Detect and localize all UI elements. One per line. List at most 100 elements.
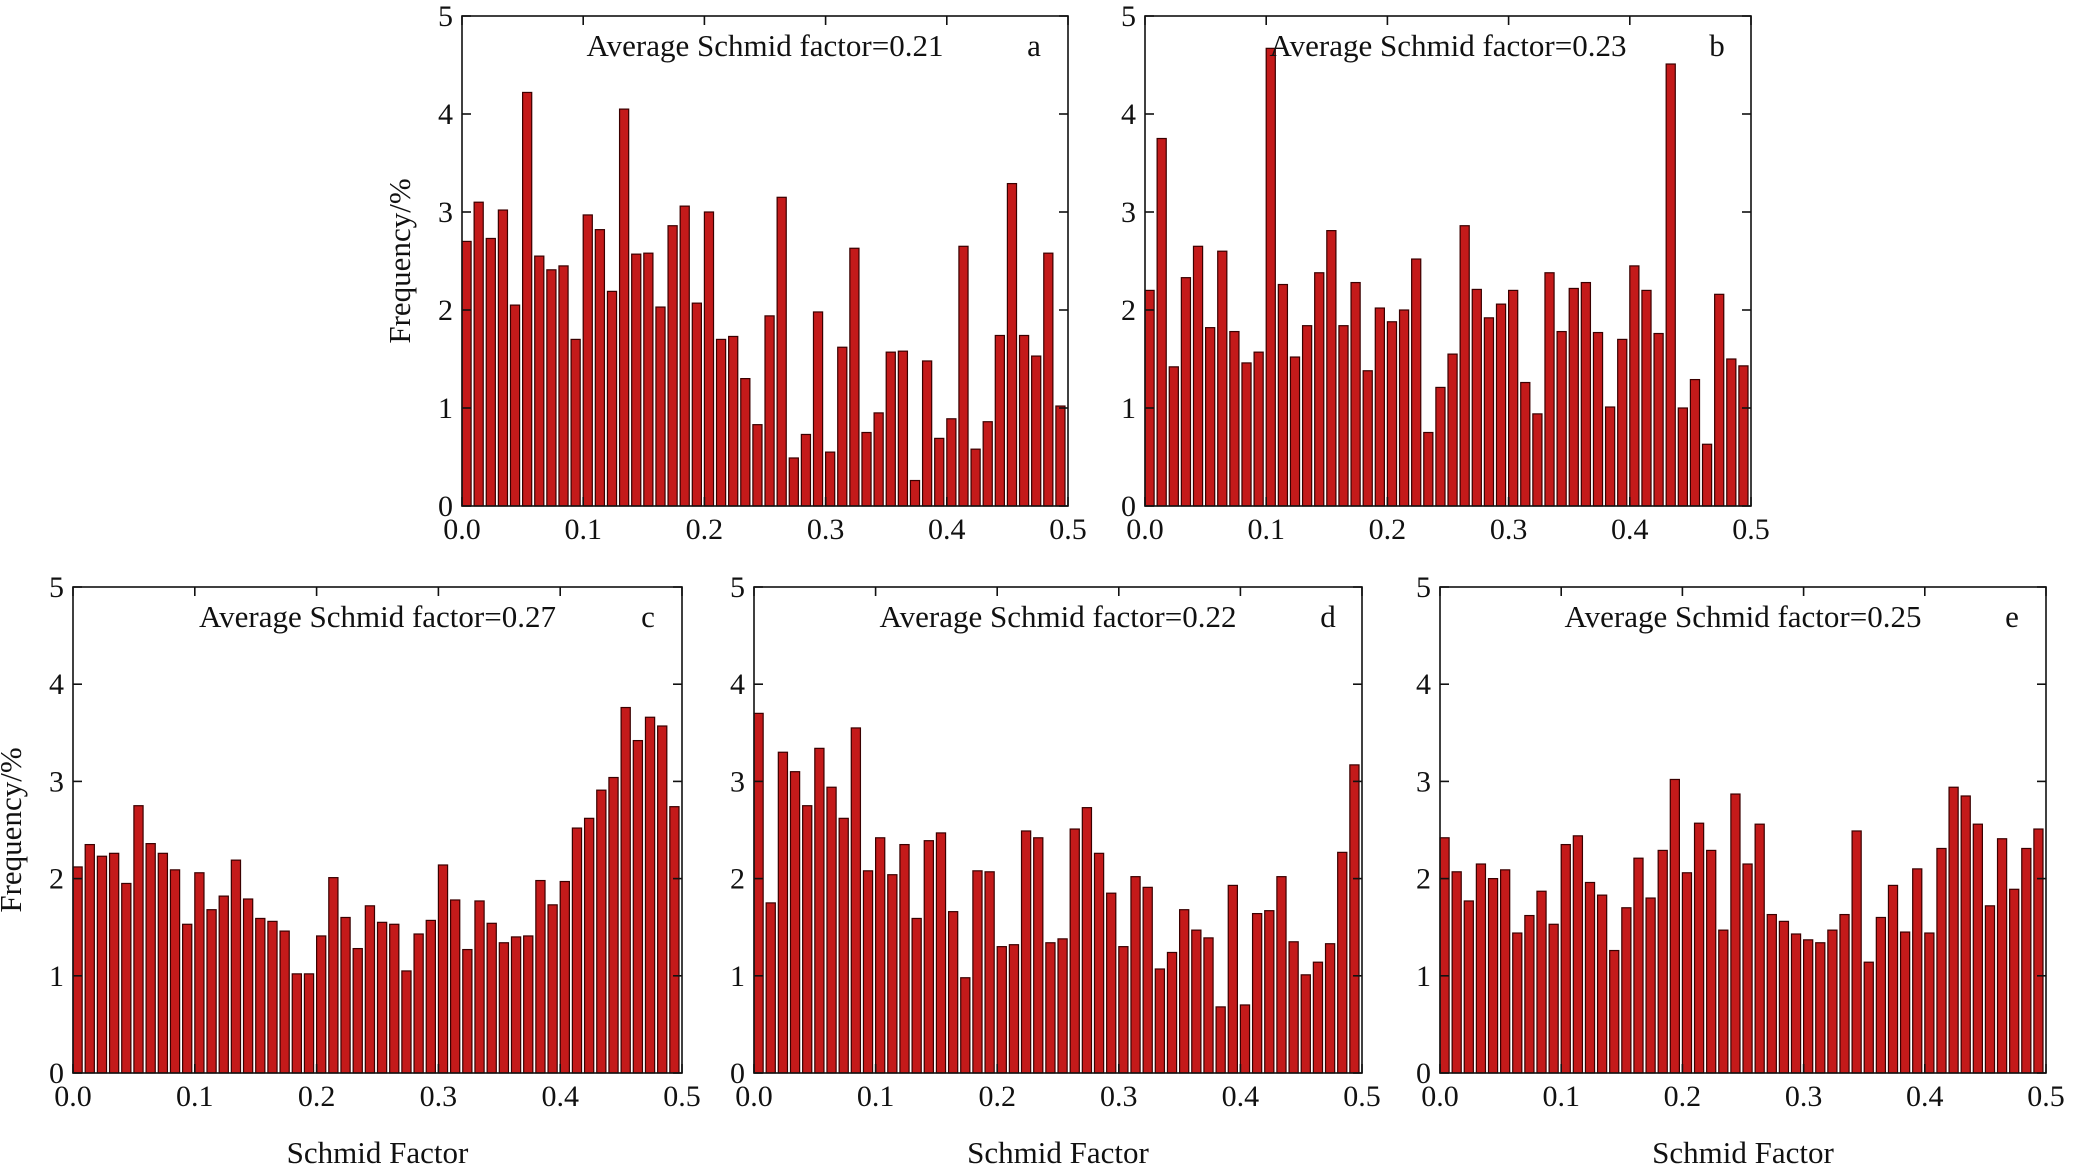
bar — [632, 739, 644, 1074]
bar — [946, 418, 957, 507]
bar — [1447, 353, 1458, 507]
bar — [1617, 338, 1628, 507]
bar — [1802, 939, 1814, 1074]
bar — [1544, 272, 1555, 507]
bar — [2033, 828, 2044, 1074]
bar — [316, 935, 327, 1074]
bar — [1621, 907, 1632, 1074]
bar — [1754, 823, 1765, 1074]
bar — [230, 859, 242, 1074]
bar — [1548, 923, 1559, 1074]
bar — [1924, 932, 1935, 1074]
bar — [583, 817, 595, 1074]
y-tick-label: 0 — [49, 1057, 64, 1090]
bar — [1350, 281, 1361, 507]
x-tick-label: 0.4 — [541, 1080, 579, 1113]
bar — [1532, 413, 1543, 507]
bar — [242, 898, 254, 1074]
bar — [474, 900, 485, 1074]
bar — [534, 255, 545, 507]
bar — [1093, 852, 1105, 1074]
x-tick-label: 0.2 — [1369, 513, 1407, 546]
x-tick-label: 0.4 — [1906, 1080, 1944, 1113]
bar — [1512, 932, 1523, 1074]
bar — [897, 350, 909, 507]
plot-frame — [1144, 15, 1752, 507]
bar — [218, 895, 229, 1074]
bar — [1166, 951, 1178, 1074]
y-tick-label: 1 — [1121, 392, 1136, 425]
bar — [521, 91, 533, 507]
bar — [1665, 63, 1676, 507]
y-tick-label: 1 — [730, 960, 745, 993]
annotation-text: Average Schmid factor=0.22 — [880, 599, 1237, 634]
bar — [364, 905, 376, 1074]
bar — [862, 870, 874, 1074]
bar — [923, 840, 934, 1074]
bar — [376, 921, 388, 1074]
bar — [1106, 892, 1117, 1074]
chart-panel-b: 0.0 0.1 0.2 0.3 0.4 0.5 0 1 2 3 4 5 Average Schmid f… — [1121, 0, 1770, 546]
y-tick-label: 3 — [1121, 196, 1136, 229]
bar — [1178, 909, 1190, 1074]
bar — [1423, 431, 1434, 507]
bar — [764, 315, 775, 507]
x-tick-label: 0.4 — [928, 513, 966, 546]
x-tick-label: 0.0 — [735, 1080, 773, 1113]
bar — [547, 904, 558, 1074]
x-axis-label: Schmid Factor — [1652, 1135, 1834, 1170]
x-tick-label: 0.0 — [1421, 1080, 1459, 1113]
bar — [1276, 876, 1287, 1074]
bar — [1362, 370, 1373, 507]
plot-frame — [461, 15, 1069, 507]
bar — [1592, 331, 1604, 507]
bar — [1459, 225, 1470, 507]
bar — [169, 869, 181, 1074]
bar — [850, 727, 862, 1074]
bar — [1641, 289, 1652, 507]
bar — [1191, 929, 1202, 1074]
y-tick-label: 0 — [1121, 490, 1136, 523]
bar — [1463, 900, 1474, 1074]
bar — [1572, 835, 1584, 1074]
bar — [1118, 946, 1129, 1074]
bar — [1192, 245, 1204, 507]
x-tick-label: 0.2 — [978, 1080, 1016, 1113]
bar — [1057, 938, 1068, 1074]
bar — [1326, 230, 1337, 507]
y-tick-label: 0 — [1416, 1057, 1431, 1090]
bar — [873, 412, 884, 507]
bar — [1324, 943, 1336, 1074]
bar — [1560, 843, 1571, 1074]
bar — [1677, 407, 1689, 507]
bar — [703, 211, 715, 507]
y-tick-label: 4 — [730, 668, 745, 701]
bar — [413, 933, 424, 1074]
y-tick-label: 3 — [438, 196, 453, 229]
bar — [194, 872, 205, 1074]
bar — [1766, 913, 1777, 1074]
bar — [1045, 942, 1056, 1074]
bar — [121, 882, 132, 1074]
bar — [1604, 406, 1616, 507]
bar — [303, 973, 315, 1074]
y-tick-label: 4 — [49, 668, 64, 701]
x-tick-label: 0.5 — [1732, 513, 1770, 546]
bar — [1203, 937, 1214, 1074]
bar — [1851, 830, 1862, 1074]
bar — [1657, 849, 1668, 1074]
bar — [352, 947, 363, 1074]
chart-panel-d: 0.0 0.1 0.2 0.3 0.4 0.5 0 1 2 3 4 5 Average Schmid f… — [730, 571, 1381, 1170]
y-tick-label: 4 — [1121, 98, 1136, 131]
bar — [1596, 894, 1608, 1074]
bar — [1536, 890, 1547, 1074]
bar — [1204, 327, 1216, 507]
x-tick-label: 0.3 — [420, 1080, 458, 1113]
bar — [1984, 905, 1996, 1074]
bar — [1568, 287, 1579, 507]
y-tick-label: 5 — [1121, 0, 1136, 33]
bar — [1386, 321, 1398, 507]
panel-label: c — [641, 599, 655, 634]
x-tick-label: 0.5 — [2027, 1080, 2065, 1113]
